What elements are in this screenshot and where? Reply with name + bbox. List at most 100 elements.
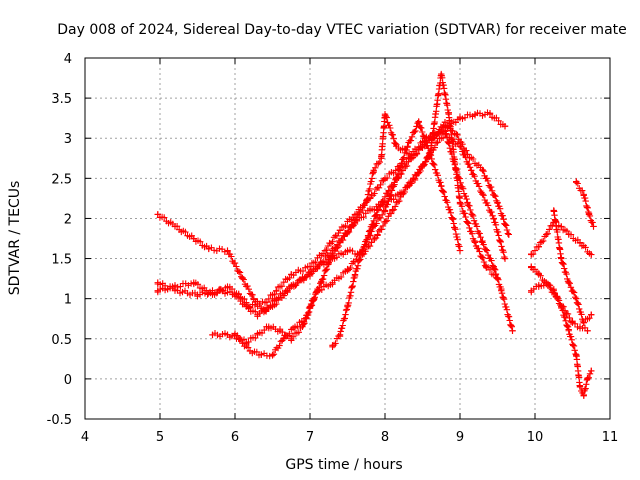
data-point — [479, 167, 486, 174]
data-point — [299, 323, 306, 330]
data-point — [565, 327, 572, 334]
data-point — [415, 118, 422, 126]
data-point — [154, 279, 161, 286]
data-point — [393, 143, 400, 150]
data-point — [306, 303, 314, 310]
data-point — [344, 247, 351, 254]
y-tick-label: 1 — [64, 293, 72, 308]
data-points — [154, 70, 597, 399]
data-marker-trace — [528, 280, 595, 399]
data-point — [235, 291, 242, 298]
data-point — [336, 227, 344, 234]
x-tick-label: 10 — [527, 430, 544, 445]
y-tick-label: 0.5 — [51, 333, 72, 348]
data-point — [329, 343, 336, 350]
x-axis-tick-labels: 4 5 6 7 8 9 10 11 — [81, 430, 618, 445]
data-point — [494, 199, 501, 206]
data-point — [190, 279, 197, 286]
data-point — [336, 239, 344, 246]
data-point — [558, 303, 565, 310]
x-tick-label: 6 — [231, 430, 239, 445]
data-point — [250, 295, 257, 302]
data-point — [314, 287, 321, 294]
x-tick-label: 5 — [156, 430, 164, 445]
data-point — [486, 110, 494, 118]
data-point — [479, 239, 486, 246]
data-point — [246, 347, 254, 355]
data-point — [224, 283, 231, 290]
data-point — [550, 207, 557, 214]
data-point — [269, 303, 276, 310]
data-point — [235, 335, 242, 342]
data-point — [543, 231, 550, 238]
data-point — [381, 110, 389, 118]
data-point — [243, 339, 250, 346]
data-point — [449, 215, 456, 222]
data-point — [171, 223, 179, 230]
data-point — [291, 323, 299, 330]
y-tick-label: 3 — [64, 132, 72, 147]
data-point — [490, 263, 497, 270]
data-point — [471, 110, 479, 118]
data-point — [336, 331, 344, 338]
y-tick-label: 3.5 — [51, 92, 72, 107]
data-point — [325, 259, 332, 266]
data-point — [490, 215, 497, 222]
series-track-6 — [329, 118, 512, 350]
data-point — [501, 255, 509, 262]
data-point — [288, 271, 295, 278]
data-point — [280, 335, 287, 342]
data-point — [224, 247, 231, 254]
y-axis-title: SDTVAR / TECUs — [7, 181, 23, 296]
data-point — [588, 367, 595, 375]
series-track-11 — [573, 178, 597, 230]
data-point — [381, 175, 389, 182]
data-point — [246, 303, 254, 310]
x-axis-title: GPS time / hours — [285, 457, 402, 473]
data-point — [456, 199, 464, 206]
data-point — [580, 191, 587, 198]
data-point — [528, 251, 535, 258]
y-tick-label: 1.5 — [51, 253, 72, 268]
data-point — [535, 271, 542, 278]
data-point — [445, 110, 452, 118]
data-point — [366, 227, 374, 234]
y-tick-label: -0.5 — [47, 413, 72, 428]
data-point — [453, 131, 460, 138]
data-point — [426, 151, 434, 158]
data-point — [501, 122, 509, 130]
data-point — [261, 299, 269, 306]
series-track-5 — [231, 118, 464, 348]
x-tick-label: 7 — [306, 430, 314, 445]
data-point — [573, 295, 580, 302]
data-point — [389, 207, 396, 214]
data-point — [209, 331, 216, 338]
data-point — [565, 279, 572, 286]
data-point — [468, 167, 475, 174]
data-point — [370, 167, 377, 174]
data-point — [276, 327, 284, 334]
y-axis-tick-labels: -0.5 0 0.5 1 1.5 2 2.5 3 3.5 4 — [47, 52, 72, 428]
data-point — [585, 211, 593, 218]
y-tick-label: 2 — [64, 212, 72, 227]
data-point — [344, 267, 351, 274]
x-tick-label: 8 — [381, 430, 389, 445]
data-point — [456, 114, 464, 122]
data-point — [430, 135, 437, 142]
data-point — [471, 239, 479, 246]
data-point — [299, 275, 306, 282]
data-point — [569, 319, 576, 326]
data-point — [378, 155, 385, 162]
data-point — [411, 175, 419, 182]
data-point — [588, 251, 595, 258]
data-point — [381, 207, 389, 214]
data-point — [396, 171, 404, 178]
data-point — [269, 351, 276, 359]
data-point — [509, 327, 516, 334]
data-point — [479, 191, 486, 198]
data-point — [205, 245, 212, 253]
series-track-9 — [528, 279, 595, 399]
series-track-10 — [550, 207, 595, 326]
data-marker-trace — [573, 178, 597, 230]
